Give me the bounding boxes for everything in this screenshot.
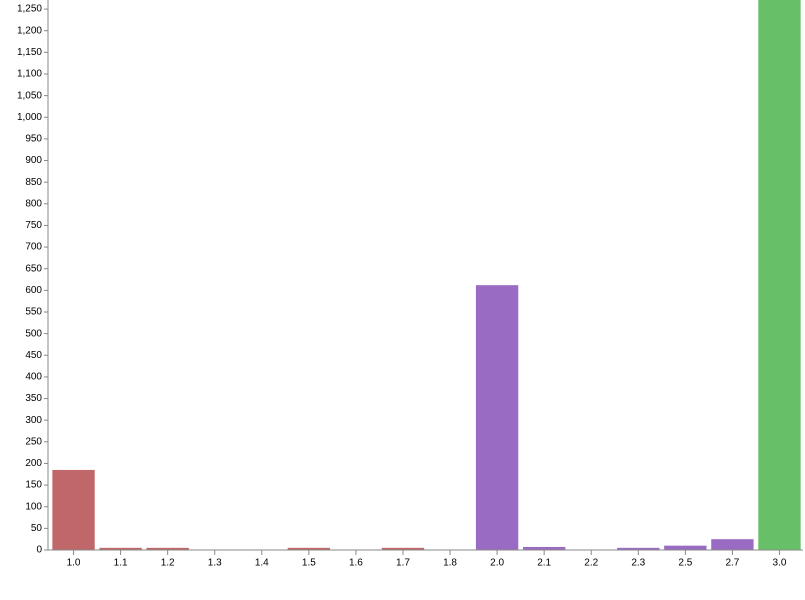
- y-tick-label: 50: [31, 523, 43, 534]
- bar: [522, 546, 566, 550]
- x-tick-label: 3.0: [773, 558, 787, 569]
- x-tick-label: 1.8: [443, 558, 457, 569]
- bar: [287, 547, 331, 550]
- plot-area: [52, 0, 801, 551]
- bar: [617, 547, 660, 550]
- y-tick-label: 650: [25, 263, 42, 274]
- y-tick-label: 150: [25, 480, 42, 491]
- bar: [52, 469, 95, 550]
- y-tick-label: 350: [25, 393, 42, 404]
- y-tick-label: 1,250: [17, 4, 42, 15]
- x-tick-label: 2.7: [725, 558, 739, 569]
- y-tick-label: 600: [25, 285, 42, 296]
- y-tick-label: 250: [25, 436, 42, 447]
- x-tick-label: 1.7: [396, 558, 410, 569]
- bar: [99, 547, 142, 550]
- y-tick-label: 700: [25, 242, 42, 253]
- bar: [381, 547, 425, 550]
- y-tick-label: 100: [25, 501, 42, 512]
- y-tick-label: 750: [25, 220, 42, 231]
- y-tick-label: 450: [25, 350, 42, 361]
- bar: [664, 545, 707, 550]
- y-tick-label: 400: [25, 372, 42, 383]
- y-tick-label: 300: [25, 415, 42, 426]
- y-tick-label: 1,000: [17, 112, 42, 123]
- bar: [758, 0, 801, 551]
- x-tick-label: 2.5: [678, 558, 692, 569]
- bar: [711, 539, 754, 550]
- y-tick-label: 0: [36, 545, 42, 556]
- y-tick-label: 900: [25, 155, 42, 166]
- x-tick-label: 2.0: [490, 558, 504, 569]
- bar: [475, 285, 519, 550]
- x-tick-label: 2.1: [537, 558, 551, 569]
- y-tick-label: 1,200: [17, 25, 42, 36]
- y-tick-label: 850: [25, 177, 42, 188]
- x-tick-label: 2.2: [584, 558, 598, 569]
- x-tick-label: 1.6: [349, 558, 363, 569]
- x-tick-label: 1.1: [114, 558, 128, 569]
- y-tick-label: 1,100: [17, 69, 42, 80]
- x-tick-label: 1.4: [255, 558, 269, 569]
- y-tick-label: 200: [25, 458, 42, 469]
- y-tick-label: 1,150: [17, 47, 42, 58]
- x-tick-label: 1.2: [161, 558, 175, 569]
- y-tick-label: 1,050: [17, 90, 42, 101]
- y-tick-label: 800: [25, 198, 42, 209]
- x-tick-label: 1.3: [208, 558, 222, 569]
- x-tick-label: 2.3: [631, 558, 645, 569]
- y-tick-label: 550: [25, 307, 42, 318]
- y-tick-label: 950: [25, 134, 42, 145]
- y-tick-label: 500: [25, 328, 42, 339]
- x-tick-label: 1.0: [67, 558, 81, 569]
- x-tick-label: 1.5: [302, 558, 316, 569]
- bar: [146, 547, 189, 550]
